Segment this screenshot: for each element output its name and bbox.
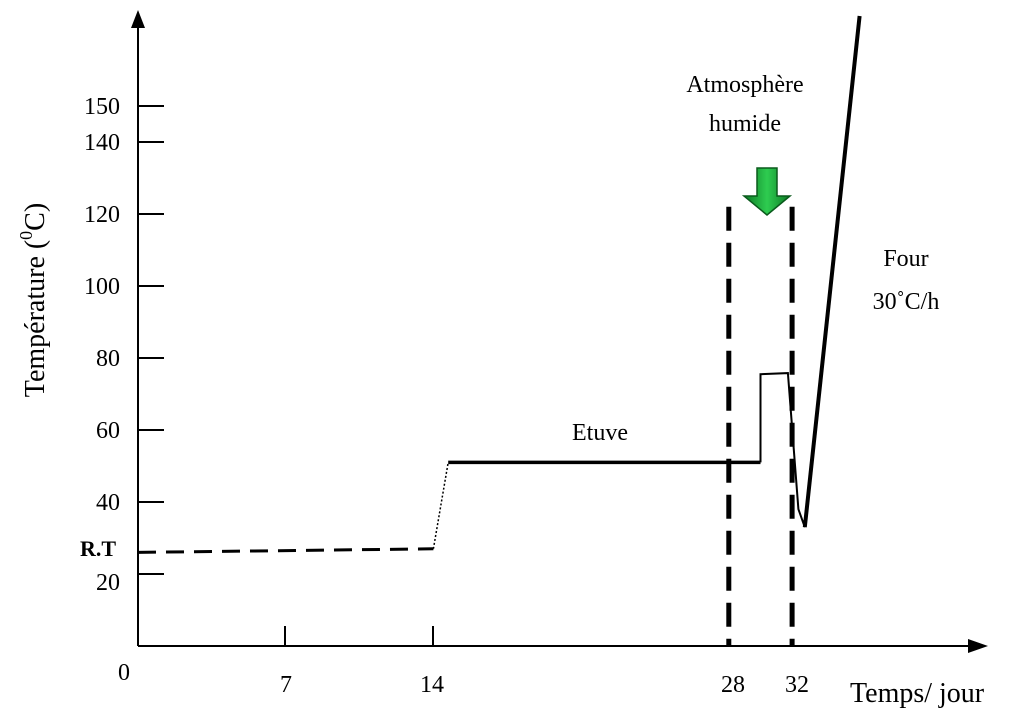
x-tick-marks (284, 626, 434, 646)
y-tick-label-40: 40 (96, 490, 120, 516)
x-axis-arrowhead (968, 639, 988, 653)
four-label-line2: 30˚C/h (873, 289, 940, 315)
atmosphere-label-line1: Atmosphère (686, 72, 803, 98)
four-label-line1: Four (883, 246, 928, 272)
x-tick-label-7: 7 (280, 672, 292, 698)
y-tick-label-150: 150 (84, 94, 120, 120)
x-tick-label-14: 14 (420, 672, 444, 698)
humid-atmosphere-arrow-icon (741, 167, 793, 216)
x-tick-label-32: 32 (785, 672, 809, 698)
y-tick-label-80: 80 (96, 346, 120, 372)
series-four-ramp-thick (802, 15, 862, 528)
series-room-temperature-dashed (137, 547, 434, 554)
rt-label: R.T (80, 536, 116, 561)
y-axis-title: Température (0C) (16, 203, 51, 397)
atmosphere-label-line2: humide (709, 111, 781, 137)
x-axis-title: Temps/ jour (850, 678, 985, 709)
y-tick-label-100: 100 (84, 274, 120, 300)
series-ramp-dotted (432, 462, 449, 549)
y-tick-label-140: 140 (84, 130, 120, 156)
series-humid-step-thin (759, 372, 806, 528)
y-tick-label-60: 60 (96, 418, 120, 444)
etuve-label: Etuve (572, 420, 628, 446)
y-tick-marks (138, 105, 164, 575)
y-axis-arrowhead (131, 10, 145, 28)
y-tick-label-120: 120 (84, 202, 120, 228)
x-tick-label-28: 28 (721, 672, 745, 698)
y-tick-label-20: 20 (96, 570, 120, 596)
x-origin-label: 0 (118, 660, 130, 686)
